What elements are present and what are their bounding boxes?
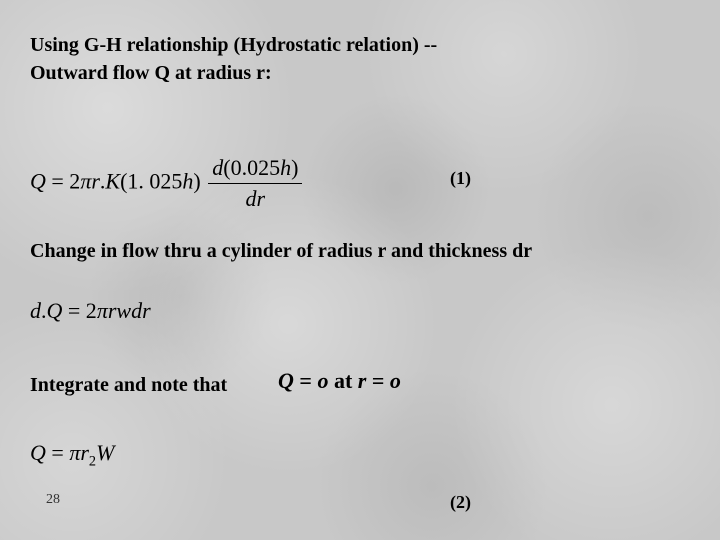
equation-2: d.Q = 2πrwdr [30, 298, 151, 324]
paragraph-change-in-flow: Change in flow thru a cylinder of radius… [30, 238, 532, 265]
equation-3-inline: Q = o at r = o [278, 368, 401, 394]
equation-4: Q = πr2W [30, 440, 114, 470]
equation-4-label: (2) [450, 492, 471, 513]
equation-1: Q = 2πr.K(1. 025h) d(0.025h) dr [30, 155, 302, 212]
page-number: 28 [46, 492, 60, 508]
heading-line-2: Outward flow Q at radius r: [30, 60, 272, 87]
equation-1-label: (1) [450, 168, 471, 189]
paragraph-integrate: Integrate and note that [30, 372, 227, 399]
heading-line-1: Using G-H relationship (Hydrostatic rela… [30, 32, 437, 59]
